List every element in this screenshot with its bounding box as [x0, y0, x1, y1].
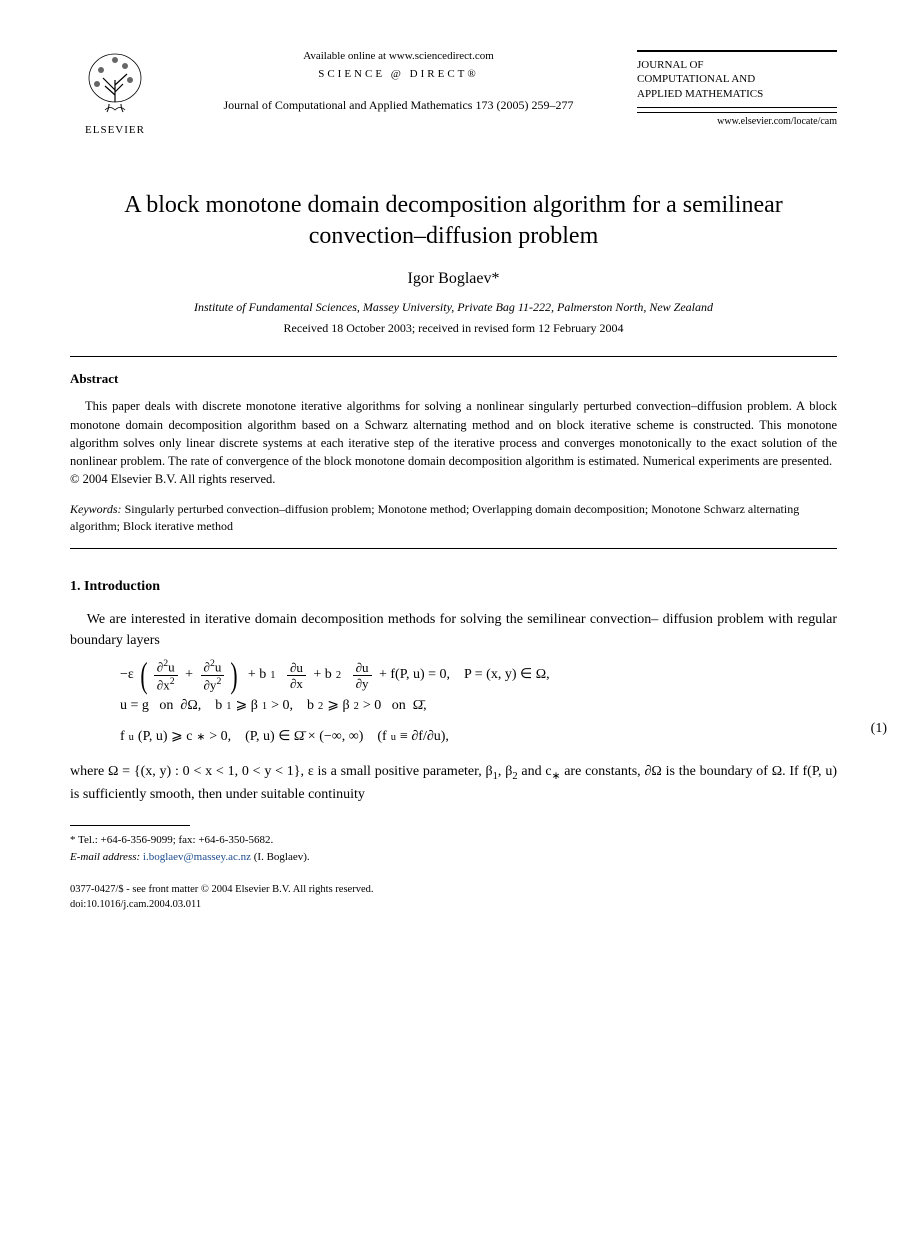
elsevier-tree-icon	[75, 50, 155, 120]
footnote-email[interactable]: i.boglaev@massey.ac.nz	[143, 851, 251, 863]
journal-name-line2: COMPUTATIONAL AND	[637, 73, 755, 85]
abstract-copyright: © 2004 Elsevier B.V. All rights reserved…	[70, 472, 837, 487]
elsevier-logo: ELSEVIER	[70, 50, 160, 150]
bottom-publication-info: 0377-0427/$ - see front matter © 2004 El…	[70, 883, 837, 912]
journal-name: JOURNAL OF COMPUTATIONAL AND APPLIED MAT…	[637, 50, 837, 108]
center-header: Available online at www.sciencedirect.co…	[160, 50, 637, 113]
abstract-text: This paper deals with discrete monotone …	[70, 397, 837, 470]
footnote-separator	[70, 825, 190, 826]
equation-number: (1)	[871, 714, 887, 745]
author-name: Igor Boglaev*	[70, 270, 837, 288]
keywords-label: Keywords:	[70, 502, 122, 516]
footnote: * Tel.: +64-6-356-9099; fax: +64-6-350-5…	[70, 832, 837, 865]
journal-name-line3: APPLIED MATHEMATICS	[637, 88, 763, 100]
journal-name-line1: JOURNAL OF	[637, 59, 704, 71]
footnote-tel: * Tel.: +64-6-356-9099; fax: +64-6-350-5…	[70, 832, 837, 849]
received-dates: Received 18 October 2003; received in re…	[70, 321, 837, 336]
page-header: ELSEVIER Available online at www.science…	[70, 50, 837, 150]
intro-paragraph-1: We are interested in iterative domain de…	[70, 609, 837, 651]
abstract-heading: Abstract	[70, 371, 837, 387]
divider	[70, 356, 837, 357]
sciencedirect-logo: SCIENCE @ DIRECT®	[180, 68, 617, 80]
footnote-email-label: E-mail address:	[70, 851, 140, 863]
author-affiliation: Institute of Fundamental Sciences, Masse…	[70, 300, 837, 315]
elsevier-name: ELSEVIER	[85, 124, 145, 136]
keywords-text: Singularly perturbed convection–diffusio…	[70, 502, 799, 533]
footnote-email-suffix: (I. Boglaev).	[254, 851, 310, 863]
divider	[70, 548, 837, 549]
section-1-heading: 1. Introduction	[70, 579, 837, 595]
journal-reference: Journal of Computational and Applied Mat…	[180, 98, 617, 113]
doi-line: doi:10.1016/j.cam.2004.03.011	[70, 898, 837, 913]
available-online-text: Available online at www.sciencedirect.co…	[180, 50, 617, 62]
issn-line: 0377-0427/$ - see front matter © 2004 El…	[70, 883, 837, 898]
keywords: Keywords: Singularly perturbed convectio…	[70, 501, 837, 535]
equation-1: −ε ( ∂2u∂x2 + ∂2u∂y2 ) + b1 ∂u∂x + b2 ∂u…	[120, 659, 837, 752]
intro-paragraph-2: where Ω = {(x, y) : 0 < x < 1, 0 < y < 1…	[70, 761, 837, 806]
journal-url: www.elsevier.com/locate/cam	[637, 112, 837, 127]
journal-info-box: JOURNAL OF COMPUTATIONAL AND APPLIED MAT…	[637, 50, 837, 127]
article-title: A block monotone domain decomposition al…	[90, 190, 817, 252]
